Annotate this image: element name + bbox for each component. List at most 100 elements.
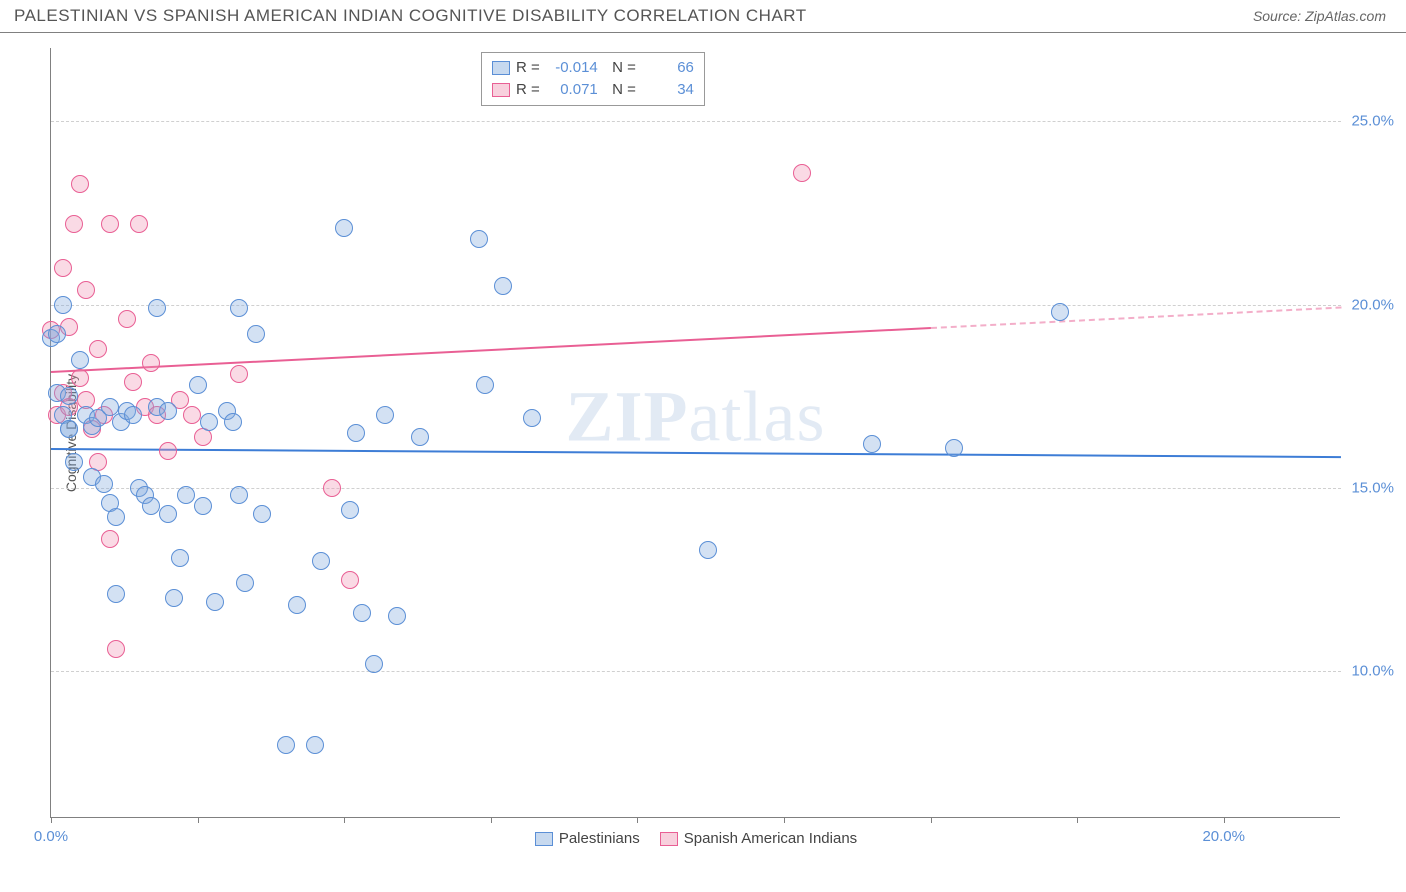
scatter-point <box>335 219 353 237</box>
x-tick <box>51 817 52 823</box>
swatch-pink-icon <box>492 83 510 97</box>
trendline <box>51 327 931 373</box>
trendline <box>930 306 1341 329</box>
scatter-point <box>230 365 248 383</box>
scatter-point <box>194 497 212 515</box>
scatter-point <box>107 640 125 658</box>
chart-area: Cognitive Disability ZIPatlas R = -0.014… <box>50 48 1390 818</box>
scatter-point <box>863 435 881 453</box>
scatter-point <box>118 310 136 328</box>
legend-stats-row-2: R = 0.071 N = 34 <box>492 79 694 101</box>
r-label: R = <box>516 57 540 79</box>
scatter-point <box>200 413 218 431</box>
source-name: ZipAtlas.com <box>1305 8 1386 24</box>
scatter-point <box>65 215 83 233</box>
x-tick <box>198 817 199 823</box>
scatter-point <box>71 175 89 193</box>
scatter-point <box>353 604 371 622</box>
scatter-point <box>347 424 365 442</box>
scatter-point <box>288 596 306 614</box>
scatter-point <box>142 497 160 515</box>
chart-header: PALESTINIAN VS SPANISH AMERICAN INDIAN C… <box>0 0 1406 33</box>
scatter-point <box>54 259 72 277</box>
scatter-point <box>494 277 512 295</box>
legend-item-2: Spanish American Indians <box>660 830 857 847</box>
scatter-point <box>71 351 89 369</box>
x-tick-label: 20.0% <box>1202 828 1245 845</box>
scatter-point <box>236 574 254 592</box>
scatter-point <box>159 442 177 460</box>
scatter-point <box>470 230 488 248</box>
scatter-point <box>306 736 324 754</box>
scatter-point <box>224 413 242 431</box>
scatter-point <box>101 530 119 548</box>
chart-source: Source: ZipAtlas.com <box>1253 8 1386 24</box>
scatter-point <box>124 406 142 424</box>
scatter-point <box>48 325 66 343</box>
scatter-point <box>376 406 394 424</box>
scatter-point <box>312 552 330 570</box>
scatter-point <box>365 655 383 673</box>
x-tick <box>491 817 492 823</box>
scatter-plot: ZIPatlas R = -0.014 N = 66 R = 0.071 N =… <box>50 48 1340 818</box>
n-value-2: 34 <box>642 79 694 101</box>
scatter-point <box>341 571 359 589</box>
scatter-point <box>95 475 113 493</box>
scatter-point <box>183 406 201 424</box>
scatter-point <box>253 505 271 523</box>
scatter-point <box>60 420 78 438</box>
scatter-point <box>60 387 78 405</box>
scatter-point <box>388 607 406 625</box>
scatter-point <box>247 325 265 343</box>
gridline <box>51 121 1341 122</box>
r-value-1: -0.014 <box>546 57 598 79</box>
x-tick <box>637 817 638 823</box>
scatter-point <box>77 281 95 299</box>
x-tick <box>344 817 345 823</box>
n-label: N = <box>604 57 636 79</box>
legend-stats-row-1: R = -0.014 N = 66 <box>492 57 694 79</box>
legend-label-2: Spanish American Indians <box>684 830 857 847</box>
n-value-1: 66 <box>642 57 694 79</box>
scatter-point <box>107 508 125 526</box>
scatter-point <box>171 549 189 567</box>
swatch-blue-icon <box>535 832 553 846</box>
swatch-pink-icon <box>660 832 678 846</box>
scatter-point <box>159 402 177 420</box>
watermark-text: ZIPatlas <box>566 376 826 459</box>
scatter-point <box>130 215 148 233</box>
x-tick <box>1077 817 1078 823</box>
scatter-point <box>523 409 541 427</box>
scatter-point <box>411 428 429 446</box>
scatter-point <box>101 215 119 233</box>
scatter-point <box>699 541 717 559</box>
y-tick-label: 15.0% <box>1351 480 1394 497</box>
scatter-point <box>476 376 494 394</box>
scatter-point <box>341 501 359 519</box>
scatter-point <box>148 299 166 317</box>
bottom-legend: Palestinians Spanish American Indians <box>51 830 1341 847</box>
scatter-point <box>65 453 83 471</box>
scatter-point <box>793 164 811 182</box>
x-tick <box>931 817 932 823</box>
trendline <box>51 448 1341 458</box>
gridline <box>51 671 1341 672</box>
scatter-point <box>71 369 89 387</box>
swatch-blue-icon <box>492 61 510 75</box>
legend-stats-box: R = -0.014 N = 66 R = 0.071 N = 34 <box>481 52 705 106</box>
x-tick-label: 0.0% <box>34 828 68 845</box>
scatter-point <box>124 373 142 391</box>
scatter-point <box>107 585 125 603</box>
legend-item-1: Palestinians <box>535 830 640 847</box>
legend-label-1: Palestinians <box>559 830 640 847</box>
scatter-point <box>1051 303 1069 321</box>
scatter-point <box>159 505 177 523</box>
scatter-point <box>165 589 183 607</box>
r-label: R = <box>516 79 540 101</box>
scatter-point <box>89 340 107 358</box>
scatter-point <box>177 486 195 504</box>
y-tick-label: 20.0% <box>1351 296 1394 313</box>
scatter-point <box>230 486 248 504</box>
scatter-point <box>230 299 248 317</box>
r-value-2: 0.071 <box>546 79 598 101</box>
